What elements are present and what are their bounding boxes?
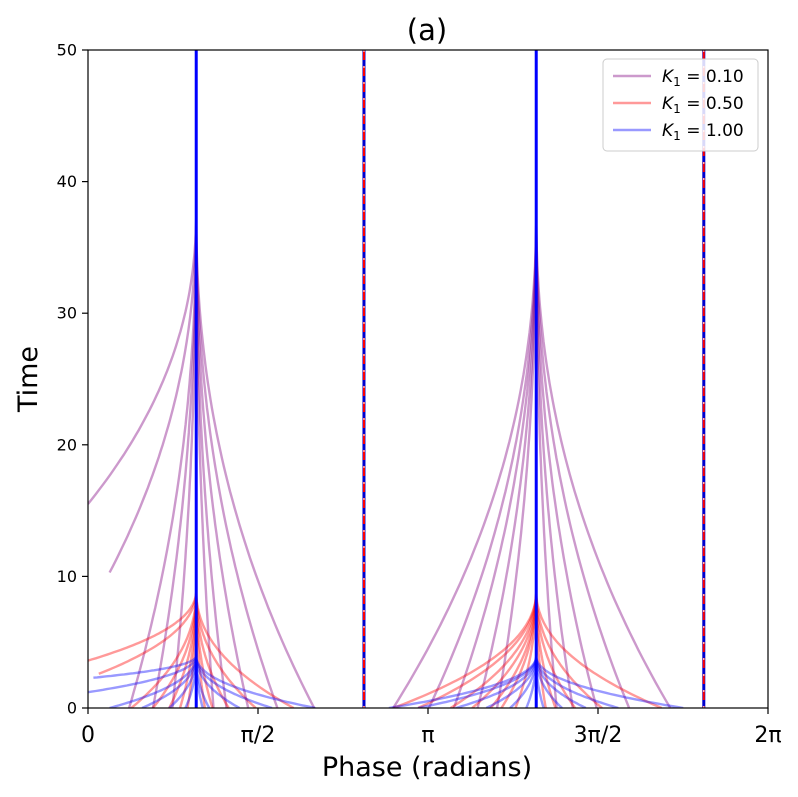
legend-box [602,58,759,152]
legend-label-subscript: 1 [673,75,681,89]
trajectory-line [417,50,538,708]
trajectory-line [194,50,295,708]
trajectory-line [93,50,198,679]
y-tick-label: 40 [57,172,77,191]
trajectory-line [88,50,198,662]
trajectory-line [417,50,538,708]
y-tick-label: 50 [57,41,77,60]
trajectory-line [88,50,198,694]
legend-label: K1 = 1.00 [662,121,744,143]
trajectory-line [535,50,672,708]
x-tick-label: π/2 [241,723,276,748]
trajectory-line [98,50,198,675]
legend-label-symbol: K [662,94,675,114]
x-tick-label: 3π/2 [574,723,623,748]
trajectory-line [535,50,663,708]
trajectory-line [388,50,538,708]
trajectory-line [535,50,684,708]
legend-label-subscript: 1 [673,129,681,143]
x-tick-label: π [421,723,434,748]
trajectory-line [194,50,316,708]
y-tick-label: 20 [57,435,77,454]
y-tick-label: 10 [57,567,77,586]
trajectory-line [392,50,538,708]
trajectory-line [194,50,316,708]
trajectory-line [392,50,538,708]
x-axis-ticks: 0 π/2 π 3π/2 2π [81,708,782,748]
legend-label-subscript: 1 [673,102,681,116]
legend-label-symbol: K [662,67,675,87]
y-tick-label: 30 [57,304,77,323]
trajectory-line [535,50,631,708]
trajectory-line [427,50,538,708]
legend-label-value: = 0.50 [681,94,744,114]
legend-label-value: = 0.10 [681,67,744,87]
legend-label: K1 = 0.10 [662,67,744,89]
x-tick-label: 2π [754,723,781,748]
legend-label-symbol: K [662,121,675,141]
chart-title: (a) [407,13,447,47]
y-tick-label: 0 [67,699,77,718]
legend-label: K1 = 0.50 [662,94,744,116]
fixed-point-lines [194,50,706,708]
legend-label-value: = 1.00 [681,121,744,141]
trajectory-line [88,50,198,505]
x-tick-label: 0 [81,723,95,748]
y-axis-label: Time [13,346,44,413]
y-axis-ticks: 0 10 20 30 40 50 [57,41,88,718]
x-axis-label: Phase (radians) [322,752,532,783]
